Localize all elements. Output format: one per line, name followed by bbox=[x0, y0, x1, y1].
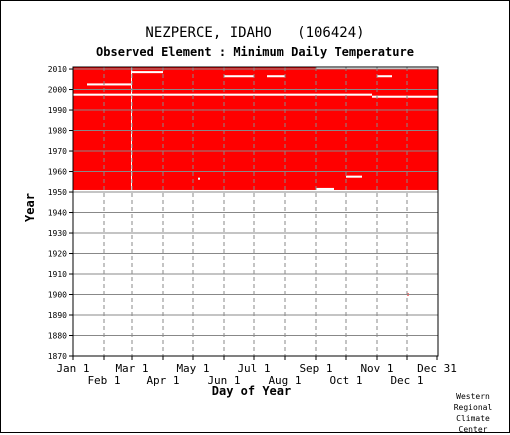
plot-border bbox=[72, 66, 439, 357]
x-tick-label: Feb 1 bbox=[87, 374, 120, 387]
x-tick-label: Apr 1 bbox=[146, 374, 179, 387]
y-tick-label: 1910 bbox=[48, 270, 67, 279]
x-tick-label: Sep 1 bbox=[299, 362, 332, 375]
y-tick-label: 1950 bbox=[48, 188, 67, 197]
missing-segment bbox=[267, 75, 285, 78]
y-tick-label: 1900 bbox=[48, 291, 67, 300]
chart-subtitle: Observed Element : Minimum Daily Tempera… bbox=[96, 45, 414, 59]
x-tick-label: Oct 1 bbox=[329, 374, 362, 387]
x-tick-label: Dec 31 bbox=[417, 362, 457, 375]
x-tick-label: Jan 1 bbox=[56, 362, 89, 375]
y-axis-title: Year bbox=[23, 193, 37, 222]
missing-segment bbox=[377, 75, 392, 78]
y-tick-label: 1870 bbox=[48, 352, 67, 361]
missing-segment bbox=[346, 175, 362, 178]
y-tick-label: 1930 bbox=[48, 229, 67, 238]
y-tick-label: 1940 bbox=[48, 209, 67, 218]
chart-title: NEZPERCE, IDAHO (106424) bbox=[1, 25, 509, 41]
x-tick-label: Mar 1 bbox=[115, 362, 148, 375]
missing-segment bbox=[73, 93, 372, 96]
wrcc-credit: Western Regional Climate Center bbox=[447, 391, 499, 435]
x-axis-title: Day of Year bbox=[212, 384, 291, 398]
y-tick-label: 1920 bbox=[48, 250, 67, 259]
missing-segment bbox=[132, 71, 163, 74]
station-id: (106424) bbox=[297, 25, 365, 41]
credit-line-4: Center bbox=[458, 425, 488, 434]
y-tick-label: 1880 bbox=[48, 332, 67, 341]
y-tick-label: 2000 bbox=[48, 86, 67, 95]
missing-segment bbox=[224, 75, 254, 78]
missing-segment bbox=[316, 187, 334, 190]
y-tick-label: 1980 bbox=[48, 127, 67, 136]
missing-segment bbox=[131, 67, 132, 190]
y-tick-label: 2010 bbox=[48, 65, 67, 74]
credit-line-1: Western bbox=[456, 392, 490, 401]
x-tick-label: Aug 1 bbox=[268, 374, 301, 387]
missing-segment bbox=[372, 95, 438, 98]
station-name: NEZPERCE, IDAHO bbox=[145, 25, 272, 41]
x-tick-label: Dec 1 bbox=[390, 374, 423, 387]
y-tick-label: 1890 bbox=[48, 311, 67, 320]
x-tick-label: Nov 1 bbox=[360, 362, 393, 375]
missing-segment bbox=[198, 177, 200, 180]
x-tick-label: May 1 bbox=[176, 362, 209, 375]
x-tick-label: Jun 1 bbox=[207, 374, 240, 387]
y-tick-label: 1970 bbox=[48, 147, 67, 156]
x-tick-label: Jul 1 bbox=[237, 362, 270, 375]
y-tick-label: 1960 bbox=[48, 168, 67, 177]
y-tick-label: 1990 bbox=[48, 106, 67, 115]
observed-data-block bbox=[73, 67, 438, 190]
missing-segment bbox=[87, 83, 132, 86]
credit-line-3: Climate bbox=[456, 414, 490, 423]
credit-line-2: Regional bbox=[453, 403, 493, 412]
